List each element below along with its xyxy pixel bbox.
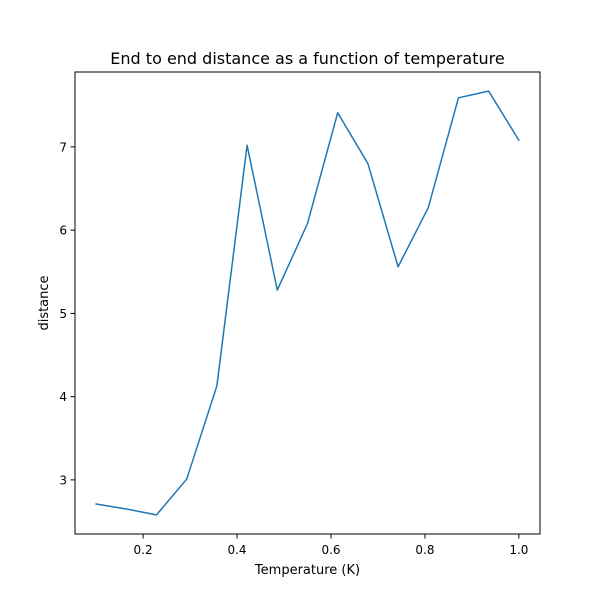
series-line — [95, 90, 520, 516]
series-group — [95, 90, 520, 516]
x-tick-label: 0.4 — [227, 543, 246, 557]
plot-area: 0.2 0.4 0.6 0.8 1.0 3 4 5 6 7 — [59, 71, 541, 557]
y-tick-label: 6 — [59, 224, 67, 238]
plot-frame — [74, 71, 541, 535]
y-axis: 3 4 5 6 7 — [59, 140, 75, 487]
x-axis-label: Temperature (K) — [254, 563, 360, 578]
x-tick-label: 0.2 — [134, 543, 153, 557]
y-tick-label: 4 — [59, 390, 67, 404]
x-tick-label: 1.0 — [509, 543, 528, 557]
x-axis: 0.2 0.4 0.6 0.8 1.0 — [134, 534, 528, 557]
y-tick-label: 5 — [59, 307, 67, 321]
y-axis-label: distance — [37, 275, 52, 330]
y-tick-label: 3 — [59, 473, 67, 487]
y-tick-label: 7 — [59, 140, 67, 154]
x-tick-label: 0.8 — [415, 543, 434, 557]
x-tick-label: 0.6 — [321, 543, 340, 557]
chart-title: End to end distance as a function of tem… — [110, 49, 504, 68]
